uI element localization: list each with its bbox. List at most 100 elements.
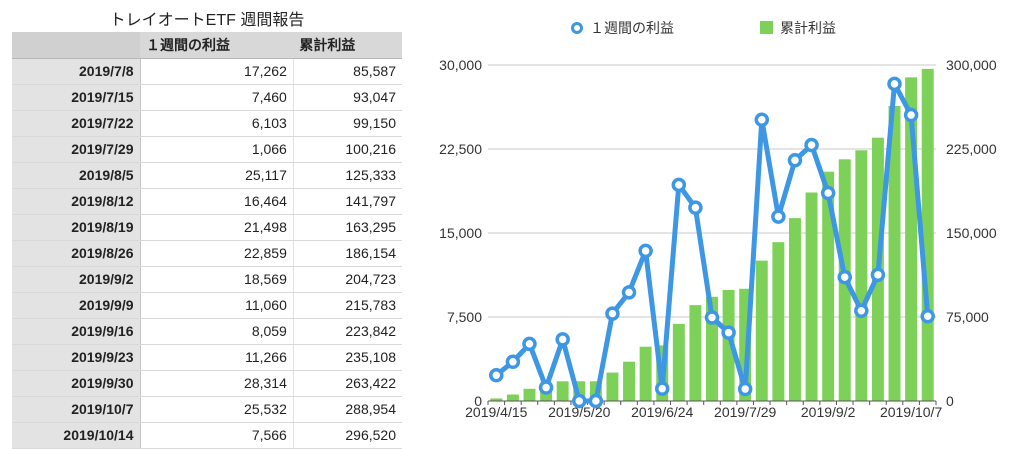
table-title: トレイオートETF 週間報告	[109, 12, 305, 29]
table-row: 2019/9/16 8,059 223,842	[12, 318, 402, 345]
row-cumulative-cell: 99,150	[293, 110, 402, 137]
row-weekly-cell: 25,532	[140, 396, 294, 423]
y-right-tick-label: 300,000	[946, 57, 997, 73]
profit-chart: 0 7,500 15,000 22,500 30,000 0 75,000 150,000 22…	[410, 0, 1024, 434]
row-weekly-cell: 6,103	[140, 110, 294, 137]
bar-cumulative	[573, 381, 586, 401]
bar-cumulative	[706, 296, 718, 401]
row-cumulative-cell: 163,295	[293, 214, 402, 241]
table-row: 2019/7/15 7,460 93,047	[12, 84, 402, 111]
point-weekly	[704, 310, 720, 325]
row-weekly-cell: 1,066	[140, 136, 294, 163]
row-date-cell: 2019/8/26	[12, 240, 141, 267]
bar-cumulative	[556, 381, 569, 401]
x-tick-label: 2019/10/7	[880, 404, 942, 420]
row-weekly-cell: 17,262	[140, 58, 294, 85]
point-weekly	[671, 177, 687, 193]
row-date-cell: 2019/7/8	[12, 58, 141, 85]
row-cumulative-cell: 93,047	[293, 84, 402, 111]
row-date-cell: 2019/7/29	[12, 136, 141, 163]
row-date-cell: 2019/9/9	[12, 292, 141, 319]
row-weekly-cell: 11,266	[140, 344, 294, 371]
row-date-cell: 2019/9/23	[12, 344, 141, 371]
point-weekly	[903, 107, 919, 123]
row-cumulative-cell: 215,783	[293, 292, 402, 319]
bar-cumulative	[855, 150, 868, 401]
point-weekly	[605, 306, 620, 321]
table-row: 2019/7/22 6,103 99,150	[12, 110, 402, 137]
point-weekly	[837, 269, 852, 285]
point-weekly	[820, 185, 836, 201]
point-weekly	[737, 381, 753, 397]
table-header-row: １週間の利益 累計利益	[12, 32, 402, 59]
bar-cumulative	[606, 372, 619, 401]
bar-cumulative	[805, 192, 818, 401]
y-right-tick-label: 75,000	[946, 309, 989, 325]
row-weekly-cell: 28,314	[140, 370, 294, 397]
x-tick-label: 2019/7/29	[714, 404, 776, 420]
legend-label-weekly: １週間の利益	[590, 20, 674, 36]
legend-marker-cumulative	[760, 21, 773, 34]
bar-cumulative	[788, 218, 801, 401]
x-tick-label: 2019/4/15	[465, 404, 527, 420]
point-weekly	[638, 243, 653, 259]
row-cumulative-cell: 85,587	[293, 58, 402, 85]
y-right-tick-label: 150,000	[946, 225, 997, 241]
point-weekly	[787, 152, 803, 168]
row-date-cell: 2019/8/5	[12, 162, 141, 189]
point-weekly	[887, 76, 902, 92]
table-row: 2019/8/26 22,859 186,154	[12, 240, 402, 267]
row-cumulative-cell: 263,422	[293, 370, 402, 397]
table-row: 2019/9/2 18,569 204,723	[12, 266, 402, 293]
bar-cumulative	[772, 242, 785, 401]
bar-cumulative	[639, 346, 652, 401]
y-left-tick-label: 22,500	[439, 141, 482, 157]
bar-cumulative	[888, 105, 901, 402]
row-date-cell: 2019/10/7	[12, 396, 141, 423]
bar-cumulative	[490, 398, 503, 401]
point-weekly	[870, 267, 886, 283]
y-left-tick-label: 7,500	[447, 309, 482, 325]
point-weekly	[771, 209, 786, 224]
point-weekly	[538, 380, 554, 395]
y-left-tick-label: 0	[474, 393, 482, 409]
bar-cumulative	[905, 77, 918, 401]
y-left-tick-label: 15,000	[439, 225, 482, 241]
header-cell-weekly: １週間の利益	[140, 32, 294, 59]
table-row: 2019/8/19 21,498 163,295	[12, 214, 402, 241]
x-tick-label: 2019/6/24	[631, 404, 693, 420]
table-row: 2019/7/8 17,262 85,587	[12, 58, 402, 85]
row-cumulative-cell: 100,216	[293, 136, 402, 163]
row-cumulative-cell: 204,723	[293, 266, 402, 293]
row-weekly-cell: 7,566	[140, 422, 294, 449]
row-cumulative-cell: 223,842	[293, 318, 402, 345]
point-weekly	[489, 367, 504, 383]
row-cumulative-cell: 186,154	[293, 240, 402, 267]
row-date-cell: 2019/9/16	[12, 318, 141, 345]
row-weekly-cell: 16,464	[140, 188, 294, 215]
y-left-tick-label: 30,000	[439, 57, 482, 73]
table-row: 2019/9/30 28,314 263,422	[12, 370, 402, 397]
y-right-tick-label: 225,000	[946, 141, 997, 157]
table-row: 2019/9/9 11,060 215,783	[12, 292, 402, 319]
bar-cumulative	[689, 305, 702, 401]
bar-cumulative	[921, 68, 934, 402]
bar-cumulative	[623, 361, 636, 401]
header-cell-cumulative: 累計利益	[293, 32, 402, 59]
row-weekly-cell: 18,569	[140, 266, 294, 293]
header-cell-corner	[12, 32, 140, 59]
table-row: 2019/10/14 7,566 296,520	[12, 422, 402, 449]
table-body: 2019/7/8 17,262 85,587 2019/7/15 7,460 93,047…	[12, 58, 402, 449]
table-row: 2019/8/5 25,117 125,333	[12, 162, 402, 189]
row-cumulative-cell: 235,108	[293, 344, 402, 371]
row-date-cell: 2019/8/12	[12, 188, 141, 215]
legend-label-cumulative: 累計利益	[780, 20, 836, 36]
row-weekly-cell: 7,460	[140, 84, 294, 111]
bar-cumulative	[739, 288, 752, 401]
point-weekly	[588, 393, 604, 409]
point-weekly	[688, 200, 703, 215]
y-right-tick-label: 0	[946, 393, 954, 409]
point-weekly	[754, 112, 770, 127]
row-weekly-cell: 8,059	[140, 318, 294, 345]
bar-cumulative	[722, 289, 735, 401]
